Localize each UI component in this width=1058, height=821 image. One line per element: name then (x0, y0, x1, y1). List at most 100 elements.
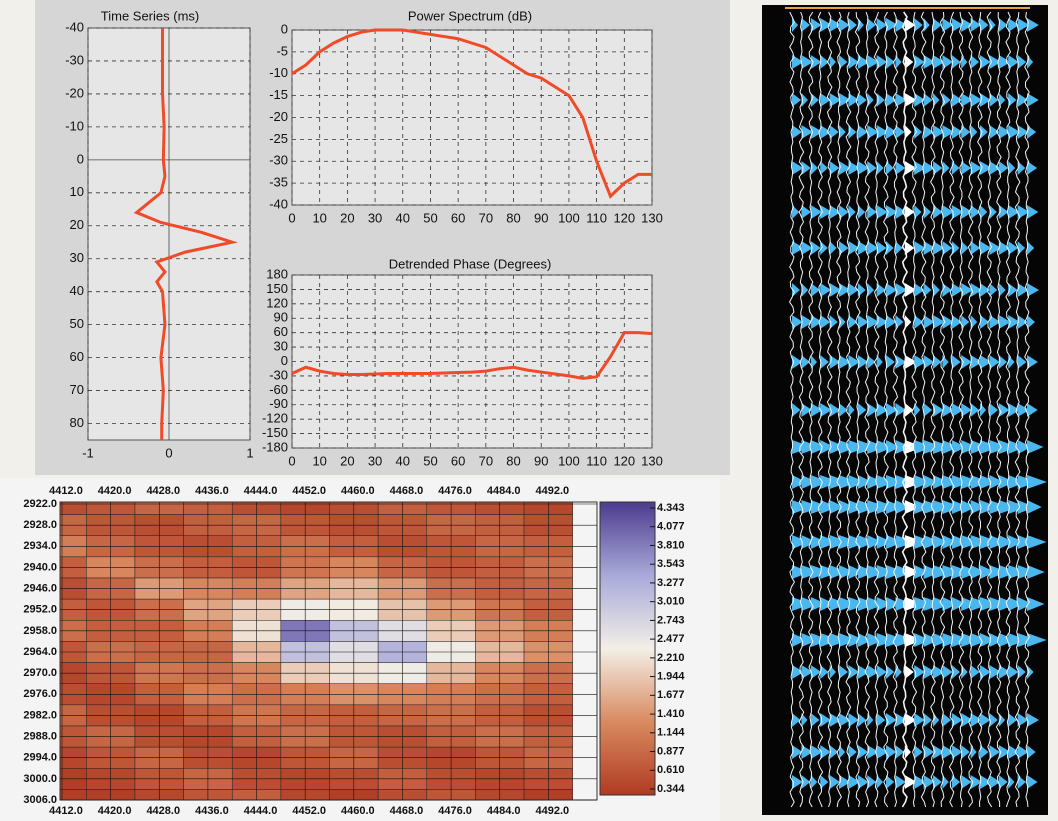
wavelet-fill (904, 355, 917, 369)
wavelet-fill (942, 93, 951, 107)
wavelet-fill (1008, 161, 1016, 175)
y-tick-label: 2922.0 (23, 498, 57, 510)
wavelet-fill (951, 745, 963, 759)
wavelet-fill (867, 475, 884, 489)
wavelet-fill (904, 283, 917, 297)
wavelet-fill (914, 500, 933, 514)
wavelet-fill (942, 713, 952, 727)
wavelet-fill (820, 55, 830, 69)
trace-line (798, 11, 805, 808)
wavelet-fill (961, 403, 972, 417)
wavelet-fill (895, 500, 911, 514)
wavelet-fill (792, 633, 807, 647)
wavelet-fill (857, 161, 870, 175)
x-tick-label: 90 (534, 453, 548, 468)
wavelet-fill (867, 355, 876, 369)
wavelet-fill (942, 55, 954, 69)
chart-title: Time Series (ms) (101, 8, 199, 23)
wavelet-fill (820, 745, 831, 759)
wavelet-fill (914, 315, 924, 329)
x-tick-label: 120 (613, 453, 635, 468)
series-line (133, 28, 239, 440)
wavelet-fill (951, 355, 961, 369)
wavelet-fill (923, 665, 936, 679)
wavelet-fill (820, 535, 839, 549)
wavelet-fill (914, 241, 926, 255)
trace-line (826, 11, 833, 808)
wavelet-fill (810, 665, 822, 679)
wavelet-fill (867, 665, 879, 679)
wavelet-fill (801, 283, 809, 297)
wavelet-fill (886, 713, 897, 727)
wavelet-fill (829, 241, 837, 255)
wavelet-fill (810, 161, 818, 175)
wavelet-fill (876, 125, 889, 139)
wavelet-fill (876, 535, 893, 549)
y-tick-label: 2940.0 (23, 561, 57, 573)
trace-line (901, 11, 909, 808)
x-tick-label: 40 (396, 453, 410, 468)
wavelet-fill (942, 597, 959, 611)
wavelet-fill (923, 713, 933, 727)
wavelet-fill (876, 18, 888, 32)
wavelet-fill (839, 93, 851, 107)
y-tick-label: 2928.0 (23, 519, 57, 531)
wavelet-fill (1008, 597, 1024, 611)
wavelet-fill (980, 633, 996, 647)
x-tick-label: 110 (586, 210, 607, 225)
x-tick-label: 4452.0 (292, 485, 326, 497)
wavelet-fill (998, 18, 1008, 32)
chart-title: Detrended Phase (Degrees) (389, 256, 552, 271)
wavelet-fill (876, 440, 894, 454)
wavelet-fill (867, 535, 883, 549)
wavelet-fill (998, 241, 1011, 255)
wavelet-fill (989, 403, 999, 417)
wavelet-fill (848, 55, 859, 69)
wavelet-fill (923, 205, 931, 219)
x-tick-label: 4444.0 (244, 485, 278, 497)
wavelet-fill (792, 315, 803, 329)
wavelet-fill (792, 55, 804, 69)
wavelet-fill (1017, 403, 1030, 417)
wavelet-fill (810, 745, 823, 759)
y-tick-label: -40 (269, 196, 288, 211)
wavelet-fill (857, 125, 868, 139)
wavelet-fill (989, 283, 998, 297)
wavelet-fill (980, 125, 988, 139)
wavelet-fill (961, 283, 974, 297)
heat-cell (59, 789, 87, 801)
wavelet-fill (923, 55, 936, 69)
wavelet-fill (1017, 355, 1027, 369)
y-tick-label: -35 (269, 175, 288, 190)
wavelet-fill (1008, 665, 1019, 679)
wavelet-fill (829, 745, 839, 759)
colorbar-tick-label: 2.210 (657, 652, 685, 664)
wavelet-fill (998, 205, 1009, 219)
trace-line (986, 11, 993, 808)
wavelet-fill (942, 161, 950, 175)
series-line (291, 331, 653, 380)
wavelet-fill (923, 93, 933, 107)
wavelet-fill (980, 775, 992, 789)
wavelet-fill (857, 403, 867, 417)
y-tick-label: 60 (274, 324, 288, 339)
wavelet-fill (961, 500, 976, 514)
wavelet-fill (801, 55, 814, 69)
wavelet-fill (857, 535, 876, 549)
y-tick-label: 50 (70, 316, 84, 331)
wavelet-fill (895, 125, 905, 139)
wavelet-fill (961, 565, 979, 579)
wavelet-fill (1027, 475, 1047, 489)
wavelet-fill (848, 633, 865, 647)
wavelet-fill (989, 475, 1004, 489)
wavelet-fill (876, 475, 895, 489)
wavelet-fill (951, 283, 963, 297)
wavelet-fill (839, 161, 851, 175)
colorbar-tick-label: 3.010 (657, 596, 685, 608)
y-tick-label: 2964.0 (23, 646, 57, 658)
trace-line (817, 11, 824, 808)
colorbar-tick-label: 0.610 (657, 764, 685, 776)
wavelet-fill (857, 713, 867, 727)
wavelet-fill (801, 535, 817, 549)
